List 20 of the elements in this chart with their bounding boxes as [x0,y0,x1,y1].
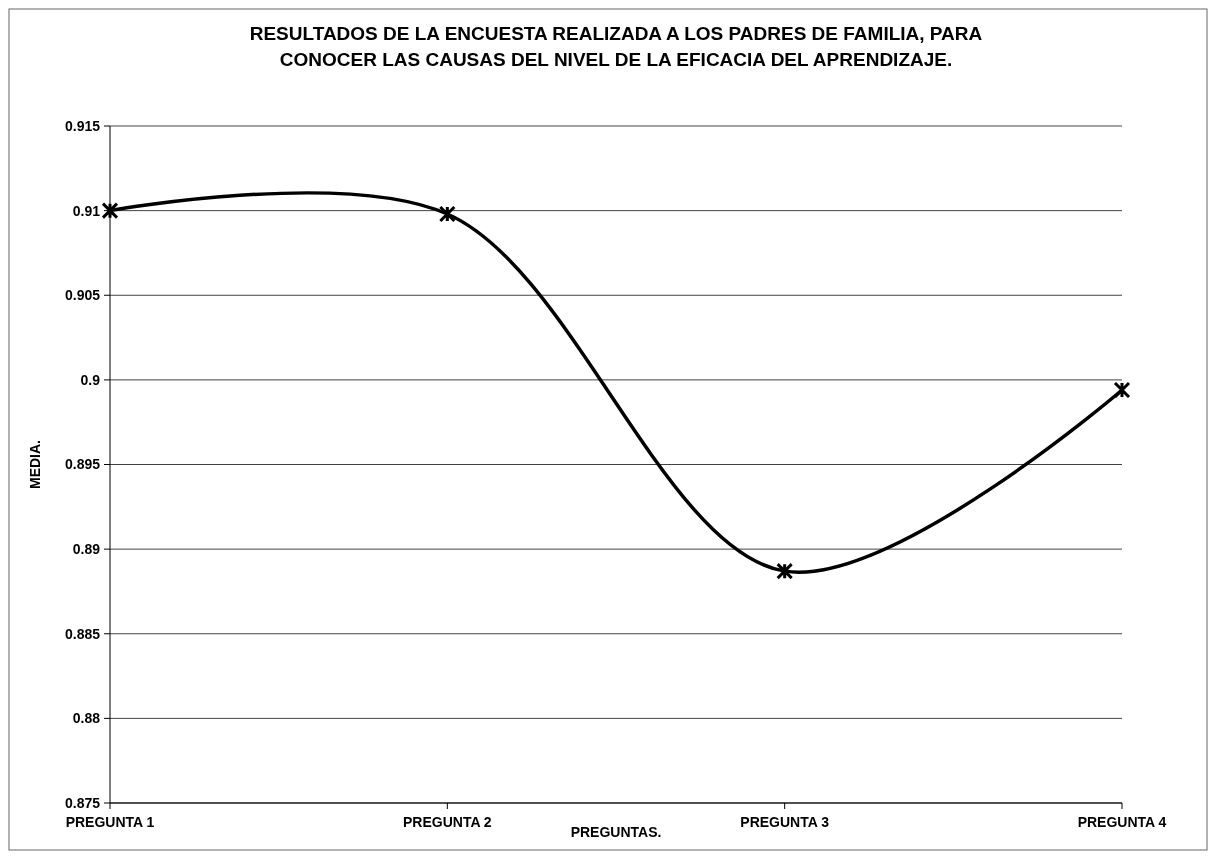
x-tick-label: PREGUNTA 2 [402,814,492,830]
y-tick-label: 0.895 [64,456,101,473]
point [101,202,119,220]
y-tick-label: 0.875 [64,794,101,811]
y-tick-label: 0.89 [72,541,101,558]
chart-title: RESULTADOS DE LA ENCUESTA REALIZADA A LOS PADRES DE FAMILIA, PARA CONOCER LAS CAUSAS DEL NIVEL DE LA EFICACIA DEL APRENDIZAJE. [249,23,983,70]
point [776,562,794,580]
x-tick-label: PREGUNTA 4 [1077,814,1167,830]
point [438,205,456,223]
point [1113,381,1131,399]
y-tick-label: 0.885 [64,625,101,642]
x-tick-label: PREGUNTA 1 [65,814,155,830]
y-tick-label: 0.915 [64,117,101,134]
y-tick-label: 0.91 [72,202,101,219]
y-tick-label: 0.88 [72,710,101,727]
y-tick-label: 0.9 [80,371,101,388]
x-axis-title: PREGUNTAS. [570,824,662,840]
y-tick-label: 0.905 [64,287,101,304]
x-tick-label: PREGUNTA 3 [740,814,830,830]
y-axis-title: MEDIA. [27,440,43,489]
